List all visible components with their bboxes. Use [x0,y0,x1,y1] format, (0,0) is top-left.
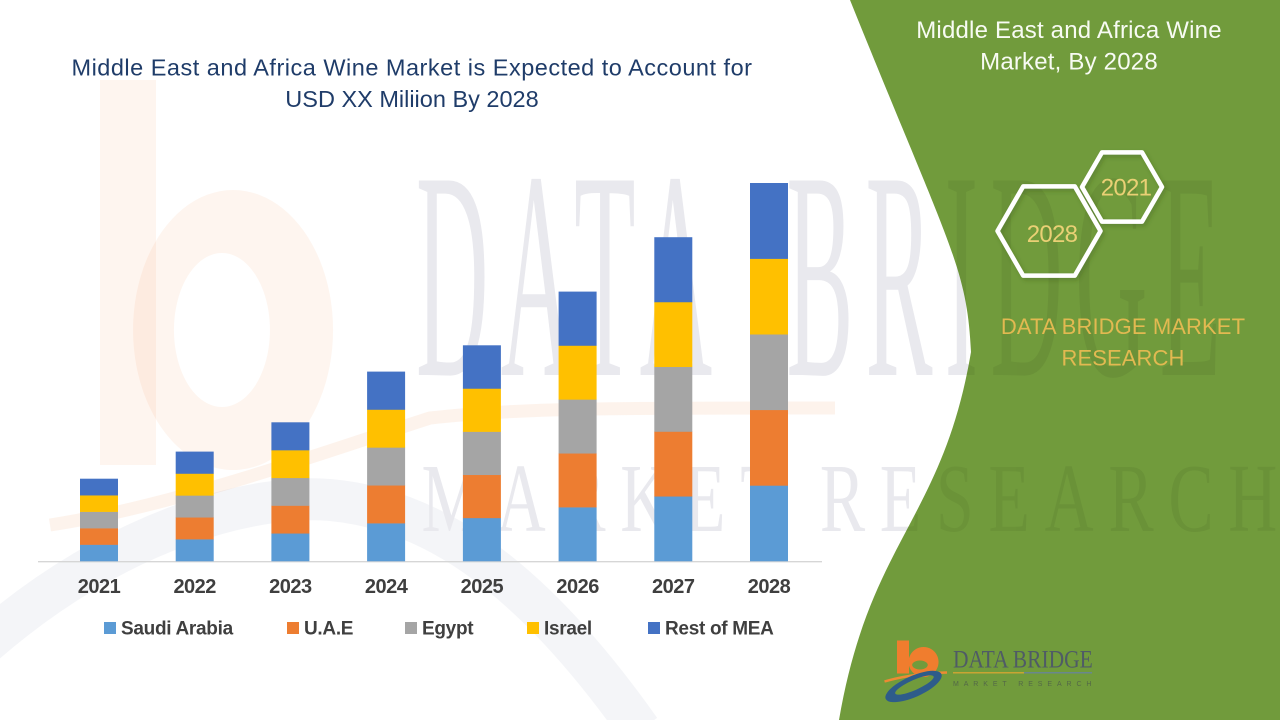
svg-text:U.A.E: U.A.E [304,619,353,640]
svg-text:2026: 2026 [556,576,599,598]
svg-text:DATA BRIDGE MARKET: DATA BRIDGE MARKET [1001,314,1245,339]
svg-text:Israel: Israel [544,619,592,640]
svg-text:2027: 2027 [652,576,695,598]
svg-text:2025: 2025 [461,576,504,598]
svg-text:Rest of MEA: Rest of MEA [665,619,774,640]
svg-text:2024: 2024 [365,576,409,598]
svg-text:2021: 2021 [1101,175,1152,202]
svg-text:Middle East and Africa Wine Ma: Middle East and Africa Wine Market is Ex… [72,55,753,81]
svg-text:Saudi Arabia: Saudi Arabia [121,619,234,640]
svg-text:2028: 2028 [748,576,791,598]
svg-text:2022: 2022 [173,576,216,598]
svg-text:2028: 2028 [1027,221,1078,248]
svg-text:Middle East and Africa Wine: Middle East and Africa Wine [916,17,1222,44]
svg-text:DATA BRIDGE: DATA BRIDGE [953,646,1093,674]
svg-text:USD XX Miliion By 2028: USD XX Miliion By 2028 [285,86,538,112]
svg-text:Market, By 2028: Market, By 2028 [980,48,1158,75]
svg-text:Egypt: Egypt [422,619,474,640]
svg-text:2021: 2021 [78,576,121,598]
svg-text:MARKET RESEARCH: MARKET RESEARCH [953,681,1096,688]
svg-text:RESEARCH: RESEARCH [1061,346,1184,371]
svg-text:2023: 2023 [269,576,312,598]
